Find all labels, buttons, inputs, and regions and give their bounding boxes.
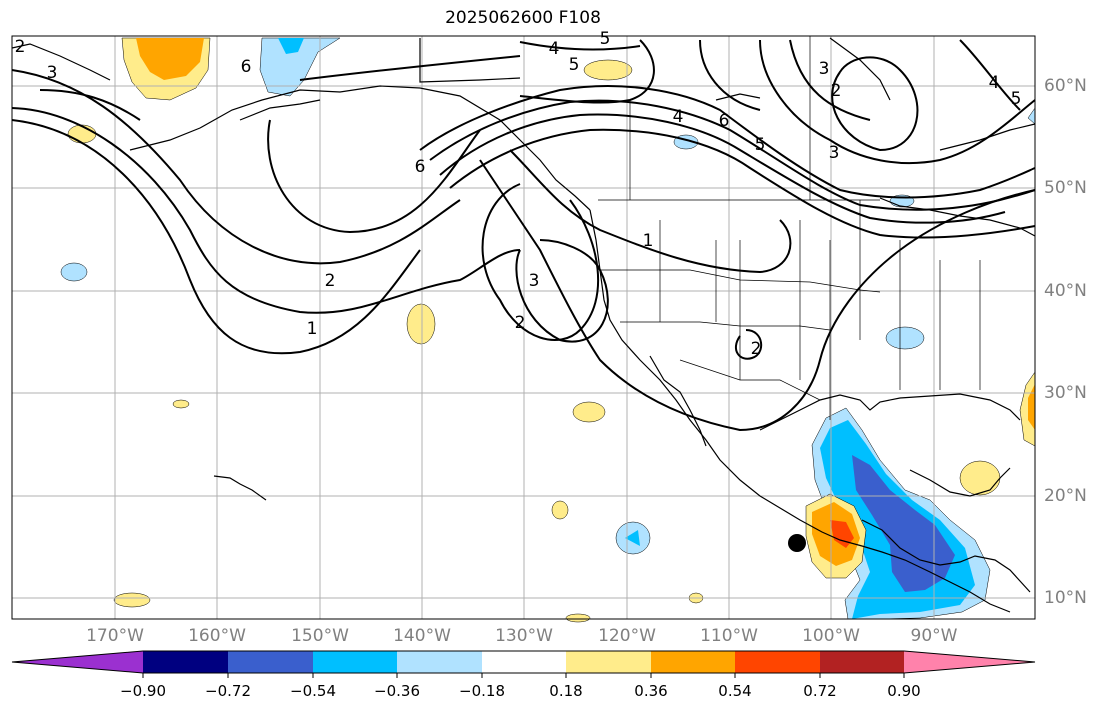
contour-label: 5 bbox=[569, 55, 580, 75]
contour-label: 2 bbox=[831, 81, 842, 101]
lon-label: 120°W bbox=[598, 626, 656, 646]
colorbar-segment bbox=[735, 651, 820, 673]
shade-royalblue bbox=[852, 455, 955, 592]
lon-label: 170°W bbox=[86, 626, 144, 646]
contour-label: 2 bbox=[751, 339, 762, 359]
borders bbox=[598, 36, 981, 420]
shade-lightblue bbox=[60, 262, 88, 282]
colorbar-extend-low bbox=[12, 651, 143, 673]
shade-yellow bbox=[113, 592, 151, 608]
contour-label: 6 bbox=[241, 57, 252, 77]
colorbar-segment bbox=[313, 651, 397, 673]
shade-yellow bbox=[565, 613, 591, 623]
contour-label: 3 bbox=[829, 143, 840, 163]
lon-label: 140°W bbox=[393, 626, 451, 646]
contour-label: 1 bbox=[643, 231, 654, 251]
colorbar-tick-label: −0.54 bbox=[290, 682, 336, 700]
contour-label: 6 bbox=[415, 157, 426, 177]
lon-label: 160°W bbox=[188, 626, 246, 646]
shade-yellow bbox=[583, 59, 633, 81]
colorbar-tick-label: 0.72 bbox=[803, 682, 837, 700]
lat-label: 40°N bbox=[1044, 281, 1087, 301]
colorbar-tick-label: 0.18 bbox=[549, 682, 583, 700]
lon-label: 100°W bbox=[802, 626, 860, 646]
map-title: 2025062600 F108 bbox=[445, 8, 601, 28]
shade-yellow bbox=[172, 399, 190, 409]
contour-label: 5 bbox=[600, 29, 611, 49]
contour-label: 4 bbox=[549, 39, 560, 59]
shade-skyblue bbox=[278, 38, 304, 54]
contour-label: 4 bbox=[989, 73, 1000, 93]
contour-label: 3 bbox=[529, 271, 540, 291]
contour-label: 3 bbox=[819, 59, 830, 79]
lon-label: 90°W bbox=[910, 626, 958, 646]
colorbar-segment bbox=[651, 651, 735, 673]
colorbar-extend-high bbox=[904, 651, 1035, 673]
contour-label: 2 bbox=[15, 37, 26, 57]
contour-label: 2 bbox=[325, 271, 336, 291]
shade-yellow bbox=[572, 401, 606, 423]
shade-lightblue bbox=[885, 326, 925, 350]
shade-yellow bbox=[406, 303, 436, 345]
colorbar-tick-label: −0.18 bbox=[459, 682, 505, 700]
map-panel bbox=[11, 36, 1036, 623]
shade-yellow bbox=[551, 500, 569, 520]
shade-red bbox=[830, 520, 854, 548]
lat-label: 20°N bbox=[1044, 486, 1087, 506]
contour-label: 4 bbox=[673, 107, 684, 127]
contour-label: 3 bbox=[47, 63, 58, 83]
gridlines bbox=[12, 36, 1035, 619]
colorbar-tick-label: −0.90 bbox=[120, 682, 166, 700]
shade-orange bbox=[136, 38, 204, 80]
contour-label: 2 bbox=[515, 313, 526, 333]
colorbar-tick-label: −0.36 bbox=[374, 682, 420, 700]
colorbar-tick-label: −0.72 bbox=[205, 682, 251, 700]
contour-label: 1 bbox=[307, 319, 318, 339]
lon-label: 150°W bbox=[291, 626, 349, 646]
contour-label: 5 bbox=[755, 135, 766, 155]
contours bbox=[11, 39, 1036, 432]
lat-label: 30°N bbox=[1044, 383, 1087, 403]
colorbar-tick-label: 0.36 bbox=[634, 682, 668, 700]
colorbar-tick-label: 0.54 bbox=[718, 682, 752, 700]
shade-yellow bbox=[67, 124, 97, 144]
colorbar-segment bbox=[566, 651, 651, 673]
colorbar-segment bbox=[820, 651, 904, 673]
contour-label: 5 bbox=[1011, 89, 1022, 109]
shading-layer bbox=[60, 37, 1036, 623]
shade-skyblue bbox=[625, 530, 640, 546]
colorbar bbox=[11, 650, 1036, 678]
lon-label: 110°W bbox=[700, 626, 758, 646]
lat-label: 10°N bbox=[1044, 588, 1087, 608]
lat-label: 50°N bbox=[1044, 178, 1087, 198]
storm-center-marker bbox=[788, 534, 806, 552]
shade-lightblue bbox=[259, 37, 341, 97]
lon-label: 130°W bbox=[495, 626, 553, 646]
colorbar-segment bbox=[397, 651, 482, 673]
colorbar-tick-label: 0.90 bbox=[887, 682, 921, 700]
shade-orange bbox=[1028, 384, 1035, 430]
colorbar-segment bbox=[143, 651, 228, 673]
lat-label: 60°N bbox=[1044, 76, 1087, 96]
contour-label: 6 bbox=[719, 111, 730, 131]
colorbar-segment bbox=[228, 651, 313, 673]
shade-yellow bbox=[959, 460, 1001, 496]
map-border bbox=[11, 35, 1036, 620]
colorbar-segment bbox=[482, 651, 566, 673]
contour-labels: 2 3 6 5 4 5 3 2 4 5 6 4 6 5 1 2 3 3 2 1 … bbox=[15, 29, 1022, 359]
